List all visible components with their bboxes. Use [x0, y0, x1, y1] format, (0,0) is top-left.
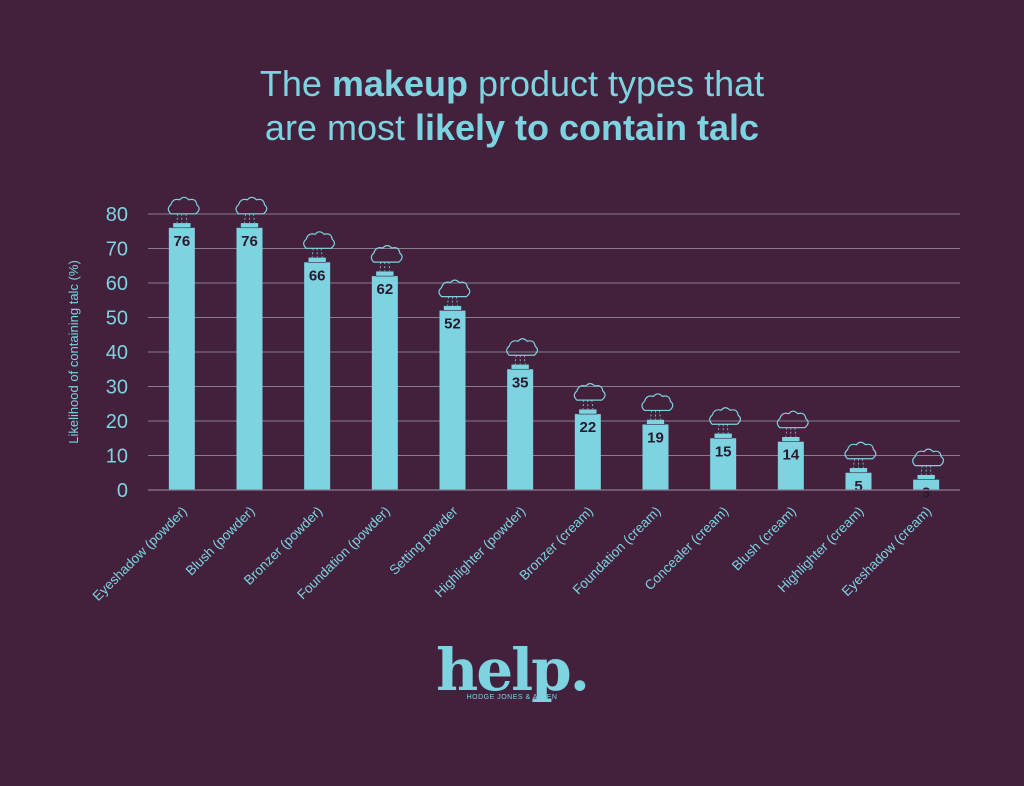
bar: [439, 310, 466, 490]
title-emphasis-2: likely to contain talc: [414, 107, 760, 148]
puff-stream: [185, 213, 188, 223]
puff-stream: [523, 355, 526, 365]
y-tick-label: 60: [106, 273, 128, 295]
puff-stream: [785, 427, 788, 437]
puff-stream: [447, 296, 449, 306]
x-tick-label: Eyeshadow (powder): [90, 504, 190, 604]
x-tick-label: Setting powder: [386, 503, 461, 578]
bar-cap: [240, 222, 259, 229]
bar: [236, 227, 263, 491]
bar-value-label: 76: [173, 233, 190, 250]
bar-cap: [172, 222, 192, 229]
puff-stream: [379, 262, 382, 272]
y-tick-label: 30: [106, 377, 128, 399]
puff-icon: [167, 196, 200, 215]
bar-cap: [916, 474, 936, 480]
puff-stream: [862, 458, 864, 468]
bar-value-label: 19: [647, 429, 664, 446]
puff-stream: [659, 410, 661, 420]
puff-stream: [253, 213, 255, 223]
y-tick-label: 40: [106, 342, 128, 364]
puff-stream: [726, 424, 729, 434]
x-tick-label: Blush (cream): [729, 504, 799, 574]
puff-stream: [853, 458, 855, 468]
y-tick-label: 80: [106, 204, 128, 226]
bar-cap: [375, 270, 395, 277]
puff-stream: [176, 213, 179, 223]
puff-stream: [388, 262, 391, 272]
bar-value-label: 66: [309, 267, 326, 284]
bar-value-label: 76: [241, 233, 258, 250]
chart-title: The makeup product types that are most l…: [0, 62, 1024, 150]
bar-cap: [849, 467, 868, 474]
bar-value-label: 14: [782, 447, 799, 464]
puff-stream: [311, 248, 314, 258]
puff-icon: [370, 245, 403, 263]
puff-icon: [709, 407, 742, 425]
title-line-2: are most likely to contain talc: [264, 107, 760, 148]
y-tick-label: 20: [106, 411, 128, 433]
bar-value-label: 3: [922, 485, 930, 502]
puff-stream: [514, 355, 517, 365]
bar-cap: [578, 408, 598, 415]
puff-icon: [844, 441, 877, 460]
bar: [507, 369, 534, 490]
bar: [845, 472, 872, 490]
bar-cap: [510, 363, 530, 370]
bar-value-label: 52: [444, 316, 461, 333]
puff-stream: [650, 410, 652, 420]
y-tick-label: 50: [106, 308, 128, 330]
bar: [168, 227, 195, 491]
bar-value-label: 15: [715, 443, 732, 460]
puff-stream: [244, 213, 246, 223]
bar-cap: [646, 419, 665, 425]
puff-stream: [591, 400, 594, 410]
bar: [371, 276, 398, 490]
brand-logo: help. HODGE JONES & ALLEN: [0, 640, 1024, 701]
puff-icon: [438, 279, 471, 298]
puff-stream: [582, 400, 585, 410]
title-emphasis-1: makeup: [331, 63, 468, 104]
y-tick-label: 10: [106, 446, 128, 468]
bar-cap: [443, 305, 462, 311]
bar-value-label: 62: [376, 281, 393, 298]
y-tick-label: 70: [106, 239, 128, 261]
bar-value-label: 35: [512, 374, 529, 391]
logo-subtitle: HODGE JONES & ALLEN: [466, 694, 558, 701]
bar-cap: [713, 432, 733, 439]
title-line-1: The makeup product types that: [259, 63, 765, 104]
y-tick-label: 0: [117, 480, 128, 502]
bar-chart: 0 10 20 30 40 50 60 70 80 Likelihood of containin…: [66, 196, 960, 604]
puff-icon: [912, 448, 945, 467]
bar: [710, 438, 737, 490]
bar: [777, 441, 804, 490]
puff-icon: [776, 410, 809, 429]
puff-stream: [320, 248, 323, 258]
puff-stream: [920, 465, 923, 475]
bar: [642, 424, 669, 490]
logo-wordmark: help.: [436, 636, 590, 704]
puff-icon: [303, 231, 336, 249]
bar: [574, 414, 601, 490]
bar-cap: [307, 256, 327, 263]
bar-value-label: 22: [579, 419, 596, 436]
puff-icon: [641, 393, 674, 412]
x-tick-label: Blush (powder): [183, 504, 258, 579]
puff-icon: [506, 338, 539, 356]
puff-stream: [929, 465, 932, 475]
bar-cap: [781, 436, 801, 443]
bar: [913, 479, 940, 490]
bar-value-label: 5: [854, 478, 862, 495]
puff-icon: [573, 383, 606, 401]
puff-icon: [235, 196, 268, 215]
y-axis-label: Likelihood of containing talc (%): [66, 260, 81, 444]
puff-stream: [794, 427, 797, 437]
bar: [304, 262, 331, 490]
puff-stream: [456, 296, 458, 306]
puff-stream: [717, 424, 720, 434]
